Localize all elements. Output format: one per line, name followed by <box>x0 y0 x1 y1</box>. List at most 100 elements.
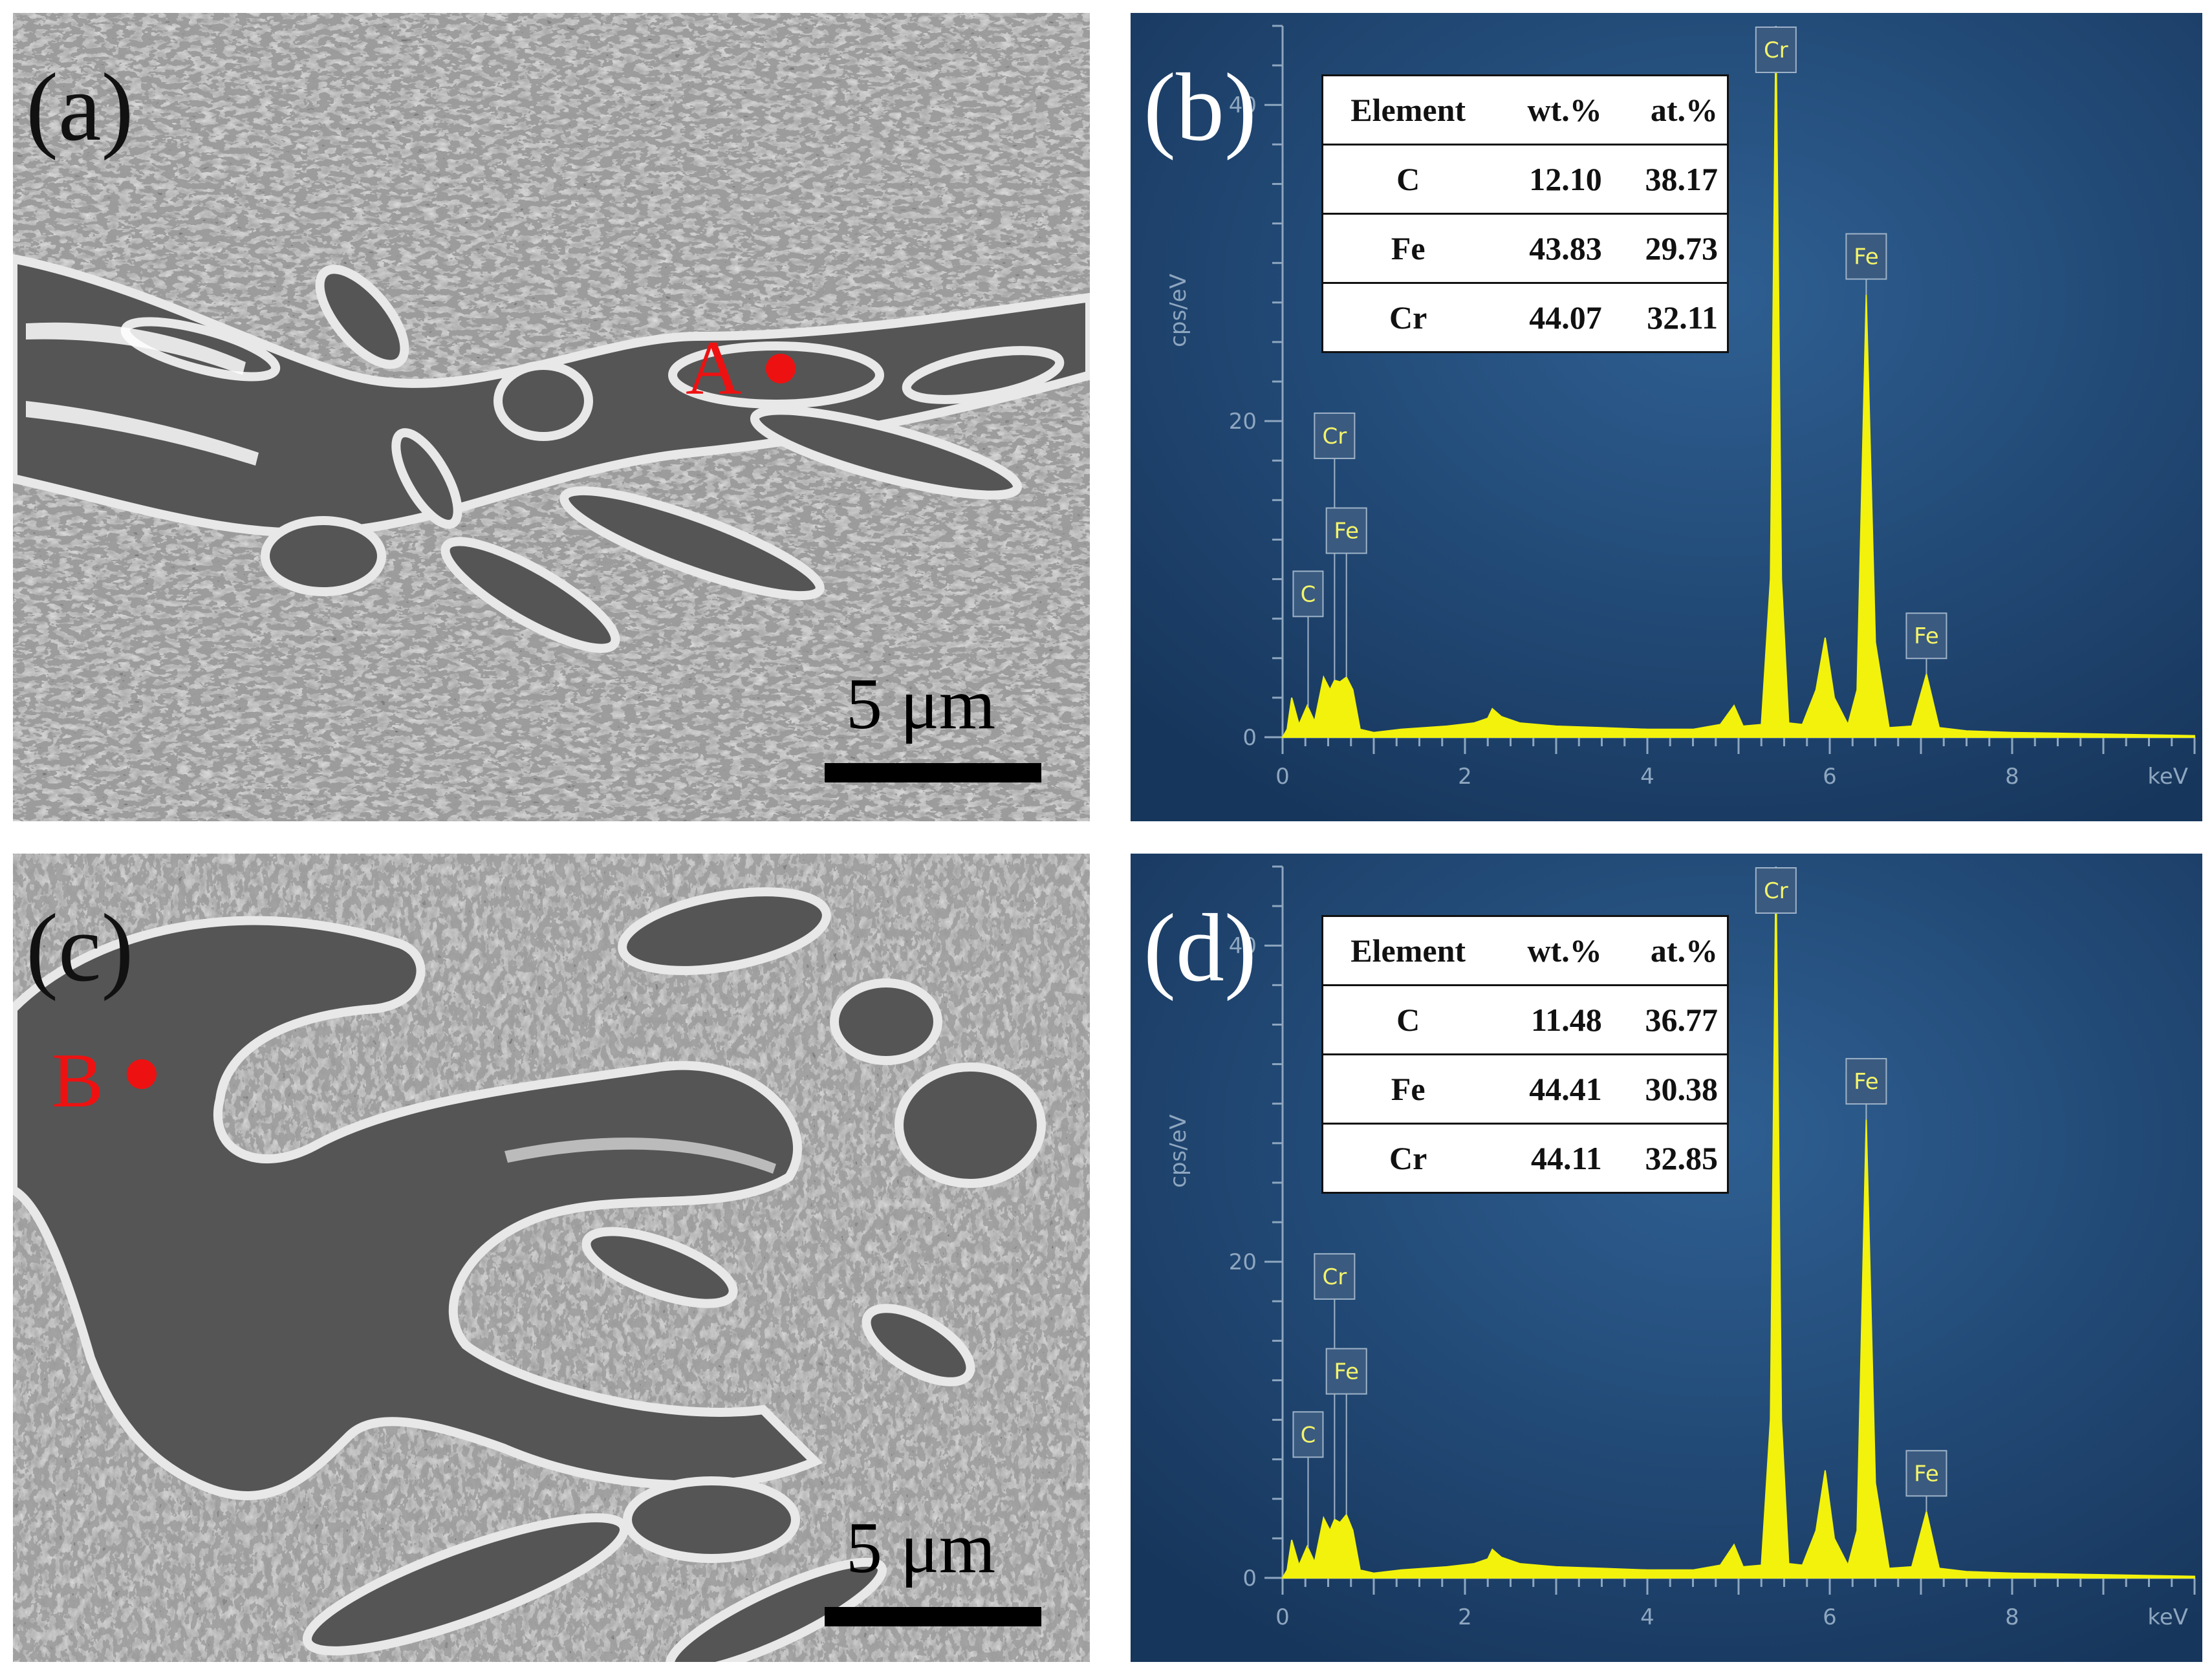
table-cell-at: 32.85 <box>1610 1123 1728 1194</box>
peak-label: Cr <box>1314 1253 1356 1520</box>
scale-bar-label-c: 5 μm <box>846 1508 996 1588</box>
table-cell-at: 30.38 <box>1610 1053 1728 1125</box>
peak-label-text: Cr <box>1323 424 1347 449</box>
peak-label-text: C <box>1301 1422 1316 1448</box>
x-tick-label: 8 <box>2005 1604 2019 1630</box>
table-header-row: Element wt.% at.% <box>1322 915 1728 986</box>
scale-bar-label-a: 5 μm <box>846 664 996 744</box>
peak-label: Fe <box>1325 507 1367 678</box>
x-tick-label: 0 <box>1275 1604 1290 1630</box>
table-row: C 12.10 38.17 <box>1322 144 1728 215</box>
y-axis-label: cps/eV <box>1166 274 1191 347</box>
peak-label-text: Cr <box>1764 878 1788 904</box>
marker-b-dot <box>127 1059 157 1089</box>
peak-label-box <box>1755 867 1797 914</box>
table-cell-at: 32.11 <box>1610 282 1728 353</box>
sem-image-c: (c) B 5 μm <box>13 854 1090 1662</box>
table-header-wt: wt.% <box>1493 915 1611 986</box>
peak-label: Fe <box>1905 612 1947 674</box>
marker-b-label: B <box>52 1037 104 1123</box>
peak-label-box <box>1845 233 1887 280</box>
peak-label-box <box>1905 1450 1947 1497</box>
peak-label-box <box>1905 612 1947 660</box>
x-unit-label: keV <box>2147 1604 2188 1630</box>
scale-bar <box>825 1607 1041 1626</box>
table-header-at: at.% <box>1610 74 1728 146</box>
table-cell-element: Fe <box>1322 1053 1493 1125</box>
spectrum-area <box>1281 866 2195 1579</box>
table-row: C 11.48 36.77 <box>1322 984 1728 1055</box>
peak-label: Cr <box>1314 412 1356 680</box>
table-header-element: Element <box>1322 74 1493 146</box>
panel-label-d: (d) <box>1144 894 1257 1002</box>
table-cell-wt: 12.10 <box>1493 144 1611 215</box>
table-cell-at: 29.73 <box>1610 213 1728 284</box>
peak-label-text: Fe <box>1854 1069 1879 1095</box>
scale-bar <box>825 763 1041 782</box>
peak-label-box <box>1292 1411 1324 1458</box>
eds-spectrum-d: 0 20 40 0 2 4 6 8 keV cps/eV C Cr Fe Cr Fe Fe (d) Eleme… <box>1131 854 2202 1662</box>
peak-label-text: Cr <box>1764 38 1788 63</box>
x-tick-label: 6 <box>1823 1604 1837 1630</box>
x-tick-label: 4 <box>1640 1604 1654 1630</box>
peak-label: Fe <box>1325 1348 1367 1515</box>
y-tick-label: 40 <box>1229 92 1257 118</box>
x-unit-label: keV <box>2147 764 2188 790</box>
sem-image-a: (a) A 5 μm <box>13 13 1090 821</box>
peak-label-text: C <box>1301 581 1316 607</box>
peak-label-text: Fe <box>1914 623 1939 649</box>
table-cell-at: 38.17 <box>1610 144 1728 215</box>
table-cell-at: 36.77 <box>1610 984 1728 1055</box>
table-cell-element: C <box>1322 984 1493 1055</box>
x-tick-label: 4 <box>1640 764 1654 790</box>
table-cell-element: Cr <box>1322 1123 1493 1194</box>
table-row: Cr 44.11 32.85 <box>1322 1123 1728 1194</box>
composition-table-d: Element wt.% at.% C 11.48 36.77 Fe 44.41… <box>1321 915 1729 1194</box>
table-cell-wt: 44.41 <box>1493 1053 1611 1125</box>
panel-label-c: (c) <box>26 894 134 1002</box>
marker-a-dot <box>766 354 796 383</box>
peak-label-text: Fe <box>1334 519 1359 544</box>
x-tick-label: 6 <box>1823 764 1837 790</box>
peak-label-text: Fe <box>1854 244 1879 270</box>
eds-spectrum-b: 0 20 40 0 2 4 6 8 keV cps/eV C Cr Fe Cr Fe Fe (b) Eleme… <box>1131 13 2202 821</box>
x-tick-label: 8 <box>2005 764 2019 790</box>
peak-label: Cr <box>1755 867 1797 914</box>
table-cell-wt: 11.48 <box>1493 984 1611 1055</box>
peak-label: Cr <box>1755 26 1797 73</box>
table-cell-element: C <box>1322 144 1493 215</box>
peak-label-box <box>1325 507 1367 554</box>
peak-label-text: Fe <box>1914 1461 1939 1487</box>
table-cell-element: Cr <box>1322 282 1493 353</box>
y-tick-label: 0 <box>1242 1566 1257 1591</box>
peak-label-box <box>1314 1253 1356 1300</box>
peak-label-text: Fe <box>1334 1359 1359 1385</box>
table-header-wt: wt.% <box>1493 74 1611 146</box>
table-cell-element: Fe <box>1322 213 1493 284</box>
peak-label: Fe <box>1905 1450 1947 1512</box>
table-cell-wt: 43.83 <box>1493 213 1611 284</box>
table-row: Fe 44.41 30.38 <box>1322 1053 1728 1125</box>
peak-label: Fe <box>1845 233 1887 295</box>
peak-label-box <box>1292 570 1324 618</box>
x-tick-label: 2 <box>1458 764 1472 790</box>
x-tick-label: 0 <box>1275 764 1290 790</box>
marker-a-label: A <box>686 325 742 411</box>
y-tick-label: 20 <box>1229 409 1257 435</box>
panel-label-a: (a) <box>26 54 134 161</box>
peak-label: C <box>1292 570 1324 708</box>
composition-table-b: Element wt.% at.% C 12.10 38.17 Fe 43.83… <box>1321 74 1729 353</box>
table-row: Cr 44.07 32.11 <box>1322 282 1728 353</box>
carbide-network <box>13 887 1046 1662</box>
peak-label-box <box>1325 1348 1367 1395</box>
peak-label-box <box>1755 27 1797 73</box>
table-header-element: Element <box>1322 915 1493 986</box>
peak-label: Fe <box>1845 1058 1887 1120</box>
table-row: Fe 43.83 29.73 <box>1322 213 1728 284</box>
peak-label-box <box>1314 412 1356 459</box>
spectrum-area <box>1281 25 2195 738</box>
y-tick-label: 40 <box>1229 933 1257 959</box>
y-axis-label: cps/eV <box>1166 1114 1191 1188</box>
x-tick-label: 2 <box>1458 1604 1472 1630</box>
table-cell-wt: 44.11 <box>1493 1123 1611 1194</box>
